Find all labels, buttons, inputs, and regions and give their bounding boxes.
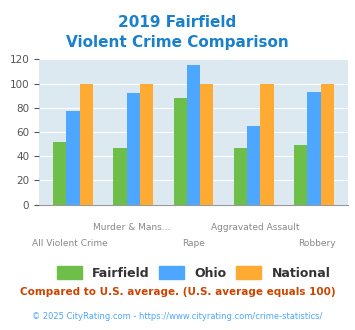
- Text: Murder & Mans...: Murder & Mans...: [93, 223, 170, 232]
- Bar: [294, 145, 307, 205]
- Legend: Fairfield, Ohio, National: Fairfield, Ohio, National: [57, 266, 330, 280]
- Bar: [307, 92, 321, 205]
- Text: Rape: Rape: [182, 239, 205, 248]
- Bar: [200, 83, 213, 205]
- Bar: [53, 142, 66, 205]
- Bar: [321, 83, 334, 205]
- Text: All Violent Crime: All Violent Crime: [32, 239, 108, 248]
- Text: Robbery: Robbery: [298, 239, 336, 248]
- Bar: [234, 148, 247, 205]
- Text: Aggravated Assault: Aggravated Assault: [211, 223, 300, 232]
- Bar: [260, 83, 274, 205]
- Bar: [247, 126, 260, 205]
- Bar: [113, 148, 127, 205]
- Bar: [66, 112, 80, 205]
- Bar: [174, 98, 187, 205]
- Bar: [187, 65, 200, 205]
- Text: © 2025 CityRating.com - https://www.cityrating.com/crime-statistics/: © 2025 CityRating.com - https://www.city…: [32, 312, 323, 321]
- Bar: [127, 93, 140, 205]
- Bar: [140, 83, 153, 205]
- Text: 2019 Fairfield: 2019 Fairfield: [118, 15, 237, 30]
- Text: Violent Crime Comparison: Violent Crime Comparison: [66, 35, 289, 50]
- Bar: [80, 83, 93, 205]
- Text: Compared to U.S. average. (U.S. average equals 100): Compared to U.S. average. (U.S. average …: [20, 287, 335, 297]
